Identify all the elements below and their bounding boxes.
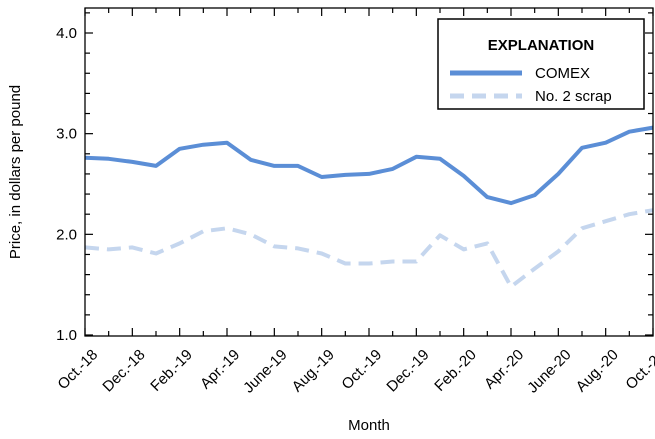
legend: EXPLANATION COMEX No. 2 scrap bbox=[437, 18, 645, 110]
y-tick-label: 2.0 bbox=[56, 226, 77, 243]
series-layer bbox=[84, 125, 654, 289]
legend-title: EXPLANATION bbox=[488, 37, 594, 54]
y-tick-label: 1.0 bbox=[56, 327, 77, 344]
y-axis-title: Price, in dollars per pound bbox=[7, 85, 24, 259]
series-line-comex bbox=[84, 125, 654, 206]
x-axis-title: Month bbox=[348, 417, 390, 434]
series-line-no-2-scrap bbox=[84, 208, 654, 289]
legend-label-comex: COMEX bbox=[535, 65, 590, 82]
legend-label-scrap: No. 2 scrap bbox=[535, 88, 612, 105]
y-tick-label: 4.0 bbox=[56, 25, 77, 42]
y-tick-label: 3.0 bbox=[56, 126, 77, 143]
